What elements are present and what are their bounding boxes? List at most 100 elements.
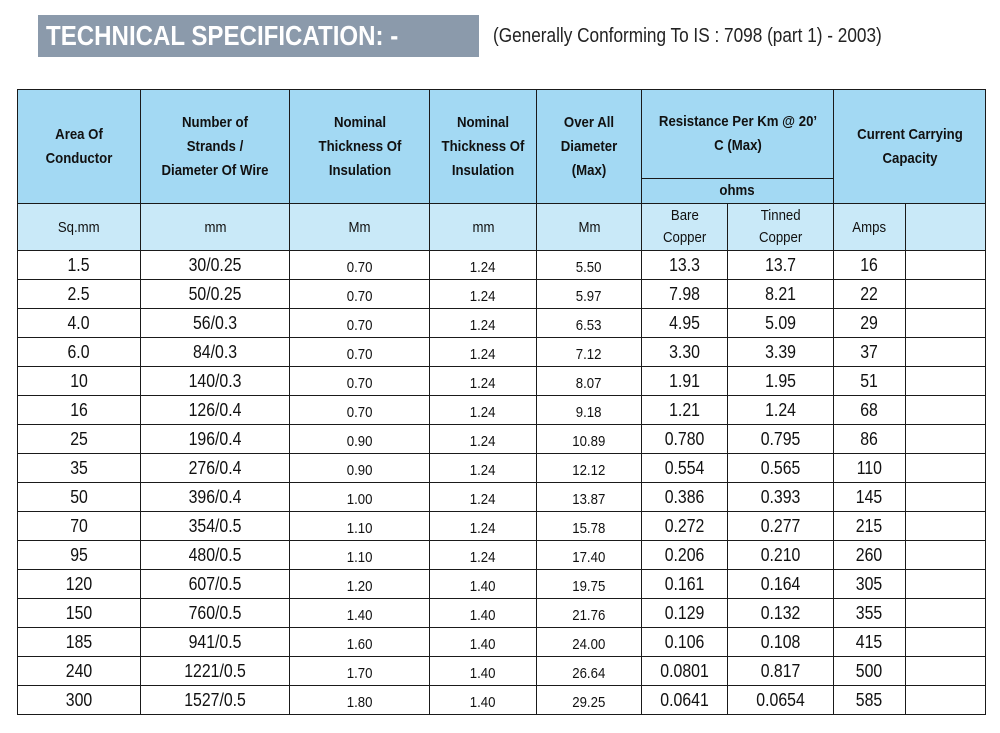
unit-nominal-2: mm — [429, 203, 537, 251]
header-resistance: Resistance Per Km @ 20’ C (Max) — [641, 89, 834, 179]
cell-amps: 500 — [833, 656, 906, 686]
cell-nominal-2: 1.24 — [429, 453, 537, 483]
table-row: 10 140/0.3 0.70 1.24 8.07 1.91 1.95 51 — [17, 366, 986, 396]
cell-diameter: 6.53 — [536, 308, 642, 338]
cell-diameter: 5.97 — [536, 279, 642, 309]
cell-empty — [905, 337, 986, 367]
cell-diameter: 21.76 — [536, 598, 642, 628]
cell-strands: 50/0.25 — [140, 279, 290, 309]
cell-strands: 396/0.4 — [140, 482, 290, 512]
cell-bare-copper: 0.106 — [641, 627, 728, 657]
cell-diameter: 10.89 — [536, 424, 642, 454]
cell-nominal-2: 1.24 — [429, 366, 537, 396]
table-row: 300 1527/0.5 1.80 1.40 29.25 0.0641 0.0654 585 — [17, 685, 986, 715]
cell-nominal-2: 1.24 — [429, 540, 537, 570]
table-body: 1.5 30/0.25 0.70 1.24 5.50 13.3 13.7 16 2.5 50/0.… — [17, 250, 986, 715]
cell-amps: 29 — [833, 308, 906, 338]
unit-area: Sq.mm — [17, 203, 141, 251]
cell-amps: 415 — [833, 627, 906, 657]
cell-tinned-copper: 3.39 — [727, 337, 834, 367]
cell-amps: 51 — [833, 366, 906, 396]
cell-tinned-copper: 8.21 — [727, 279, 834, 309]
cell-nominal-2: 1.24 — [429, 308, 537, 338]
cell-diameter: 29.25 — [536, 685, 642, 715]
table-row: 95 480/0.5 1.10 1.24 17.40 0.206 0.210 260 — [17, 540, 986, 570]
cell-empty — [905, 540, 986, 570]
cell-empty — [905, 395, 986, 425]
cell-area: 95 — [17, 540, 141, 570]
table-row: 1.5 30/0.25 0.70 1.24 5.50 13.3 13.7 16 — [17, 250, 986, 280]
cell-strands: 276/0.4 — [140, 453, 290, 483]
page-subtitle: (Generally Conforming To IS : 7098 (part… — [493, 25, 945, 48]
cell-diameter: 26.64 — [536, 656, 642, 686]
table-row: 25 196/0.4 0.90 1.24 10.89 0.780 0.795 86 — [17, 424, 986, 454]
cell-area: 4.0 — [17, 308, 141, 338]
cell-bare-copper: 0.554 — [641, 453, 728, 483]
unit-bare-copper: Bare Copper — [641, 203, 728, 251]
cell-bare-copper: 1.91 — [641, 366, 728, 396]
cell-bare-copper: 0.386 — [641, 482, 728, 512]
cell-nominal-2: 1.24 — [429, 395, 537, 425]
cell-bare-copper: 0.0801 — [641, 656, 728, 686]
table-row: 50 396/0.4 1.00 1.24 13.87 0.386 0.393 145 — [17, 482, 986, 512]
cell-bare-copper: 13.3 — [641, 250, 728, 280]
cell-area: 120 — [17, 569, 141, 599]
cell-amps: 68 — [833, 395, 906, 425]
cell-nominal-1: 1.20 — [289, 569, 430, 599]
table-row: 120 607/0.5 1.20 1.40 19.75 0.161 0.164 305 — [17, 569, 986, 599]
cell-amps: 86 — [833, 424, 906, 454]
spec-table: Area Of Conductor Number of Strands / Di… — [17, 89, 986, 715]
unit-nominal-1: Mm — [289, 203, 430, 251]
cell-nominal-1: 1.60 — [289, 627, 430, 657]
cell-tinned-copper: 0.0654 — [727, 685, 834, 715]
cell-nominal-1: 0.70 — [289, 366, 430, 396]
cell-empty — [905, 250, 986, 280]
cell-amps: 37 — [833, 337, 906, 367]
cell-nominal-1: 0.70 — [289, 279, 430, 309]
cell-area: 50 — [17, 482, 141, 512]
cell-tinned-copper: 0.132 — [727, 598, 834, 628]
header-overall-diameter: Over All Diameter (Max) — [536, 89, 642, 204]
cell-amps: 305 — [833, 569, 906, 599]
cell-bare-copper: 0.272 — [641, 511, 728, 541]
cell-empty — [905, 598, 986, 628]
cell-amps: 145 — [833, 482, 906, 512]
cell-bare-copper: 0.780 — [641, 424, 728, 454]
table-row: 70 354/0.5 1.10 1.24 15.78 0.272 0.277 215 — [17, 511, 986, 541]
cell-area: 300 — [17, 685, 141, 715]
cell-empty — [905, 482, 986, 512]
cell-area: 6.0 — [17, 337, 141, 367]
cell-nominal-1: 1.70 — [289, 656, 430, 686]
table-row: 35 276/0.4 0.90 1.24 12.12 0.554 0.565 110 — [17, 453, 986, 483]
cell-area: 2.5 — [17, 279, 141, 309]
cell-strands: 1527/0.5 — [140, 685, 290, 715]
cell-nominal-1: 1.00 — [289, 482, 430, 512]
page-title-text: TECHNICAL SPECIFICATION: - — [46, 20, 399, 51]
cell-nominal-1: 1.10 — [289, 511, 430, 541]
header-nominal-thickness-1: Nominal Thickness Of Insulation — [289, 89, 430, 204]
cell-bare-copper: 0.0641 — [641, 685, 728, 715]
cell-area: 16 — [17, 395, 141, 425]
cell-area: 35 — [17, 453, 141, 483]
cell-nominal-2: 1.40 — [429, 685, 537, 715]
cell-diameter: 9.18 — [536, 395, 642, 425]
unit-diameter: Mm — [536, 203, 642, 251]
unit-strands: mm — [140, 203, 290, 251]
cell-strands: 941/0.5 — [140, 627, 290, 657]
cell-strands: 354/0.5 — [140, 511, 290, 541]
cell-amps: 110 — [833, 453, 906, 483]
cell-tinned-copper: 0.795 — [727, 424, 834, 454]
cell-tinned-copper: 1.24 — [727, 395, 834, 425]
table-row: 4.0 56/0.3 0.70 1.24 6.53 4.95 5.09 29 — [17, 308, 986, 338]
table-row: 16 126/0.4 0.70 1.24 9.18 1.21 1.24 68 — [17, 395, 986, 425]
header-resistance-unit: ohms — [641, 178, 834, 204]
cell-amps: 22 — [833, 279, 906, 309]
cell-diameter: 15.78 — [536, 511, 642, 541]
cell-nominal-1: 1.80 — [289, 685, 430, 715]
cell-area: 70 — [17, 511, 141, 541]
cell-bare-copper: 7.98 — [641, 279, 728, 309]
cell-bare-copper: 4.95 — [641, 308, 728, 338]
cell-empty — [905, 453, 986, 483]
cell-nominal-2: 1.24 — [429, 424, 537, 454]
cell-area: 25 — [17, 424, 141, 454]
